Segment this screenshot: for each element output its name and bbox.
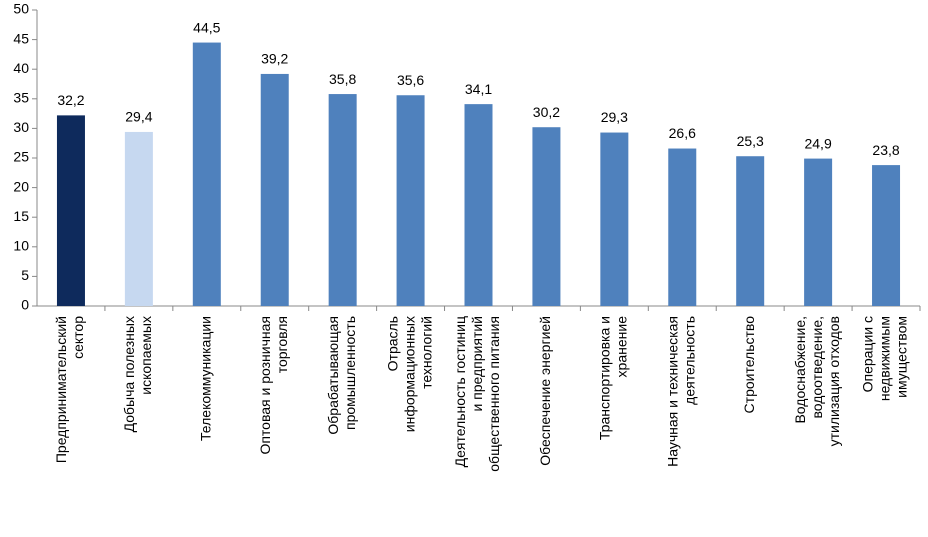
bar — [396, 95, 425, 306]
bar — [328, 94, 357, 307]
bar — [532, 127, 561, 306]
x-tick-label: Деятельность гостиниц — [452, 316, 468, 467]
y-tick-label: 20 — [13, 178, 29, 194]
value-label: 39,2 — [261, 51, 288, 67]
x-tick-label: Обеспечение энергией — [537, 316, 553, 466]
x-tick-label: недвижимым — [877, 316, 893, 401]
y-tick-label: 15 — [13, 208, 29, 224]
x-tick-label: Телекоммуникации — [198, 316, 214, 441]
y-tick-label: 0 — [21, 297, 29, 313]
y-tick-label: 35 — [13, 90, 29, 106]
y-tick-label: 25 — [13, 149, 29, 165]
bar — [872, 165, 901, 306]
x-tick-label: информационных — [401, 316, 417, 432]
x-tick-label: общественного питания — [486, 316, 502, 472]
x-tick-label: Водоснабжение, — [792, 316, 808, 424]
value-label: 35,8 — [329, 71, 356, 87]
x-tick-label: промышленность — [342, 316, 358, 430]
bar — [464, 104, 493, 307]
bar — [124, 131, 153, 306]
bar — [736, 156, 765, 306]
value-label: 30,2 — [533, 104, 560, 120]
value-label: 34,1 — [465, 81, 492, 97]
x-tick-label: утилизация отходов — [826, 316, 842, 446]
bar — [260, 73, 289, 306]
bar — [600, 132, 629, 306]
value-label: 35,6 — [397, 72, 424, 88]
bar — [804, 158, 833, 306]
bar — [192, 42, 221, 307]
x-tick-label: Обрабатывающая — [325, 316, 341, 435]
x-tick-label: Предпринимательский — [53, 316, 69, 463]
y-tick-label: 50 — [13, 1, 29, 17]
value-label: 29,3 — [601, 109, 628, 125]
x-tick-label: Строительство — [741, 316, 757, 414]
value-label: 24,9 — [804, 135, 831, 151]
x-tick-label: Добыча полезных — [121, 316, 137, 432]
y-tick-label: 10 — [13, 238, 29, 254]
x-tick-label: имуществом — [894, 316, 910, 398]
value-label: 32,2 — [57, 92, 84, 108]
x-tick-label: деятельность — [681, 316, 697, 405]
y-tick-label: 5 — [21, 267, 29, 283]
x-tick-label: и предприятий — [469, 316, 485, 412]
x-tick-label: торговля — [274, 316, 290, 373]
y-tick-label: 45 — [13, 30, 29, 46]
x-tick-label: сектор — [70, 316, 86, 359]
x-tick-label: водоотведение, — [809, 316, 825, 419]
x-tick-label: хранение — [614, 316, 630, 378]
x-tick-label: технологий — [418, 316, 434, 389]
x-tick-label: Отрасль — [384, 316, 400, 371]
value-label: 26,6 — [669, 125, 696, 141]
y-tick-label: 40 — [13, 60, 29, 76]
value-label: 23,8 — [872, 142, 899, 158]
bar — [56, 115, 85, 306]
x-tick-label: Транспортировка и — [597, 316, 613, 440]
y-tick-label: 30 — [13, 119, 29, 135]
bar — [668, 148, 697, 306]
value-label: 44,5 — [193, 19, 220, 35]
value-label: 29,4 — [125, 109, 152, 125]
x-tick-label: Научная и техническая — [664, 316, 680, 467]
value-label: 25,3 — [737, 133, 764, 149]
x-tick-label: Оптовая и розничная — [257, 316, 273, 455]
x-tick-label: ископаемых — [138, 316, 154, 395]
x-tick-label: Операции с — [860, 316, 876, 392]
